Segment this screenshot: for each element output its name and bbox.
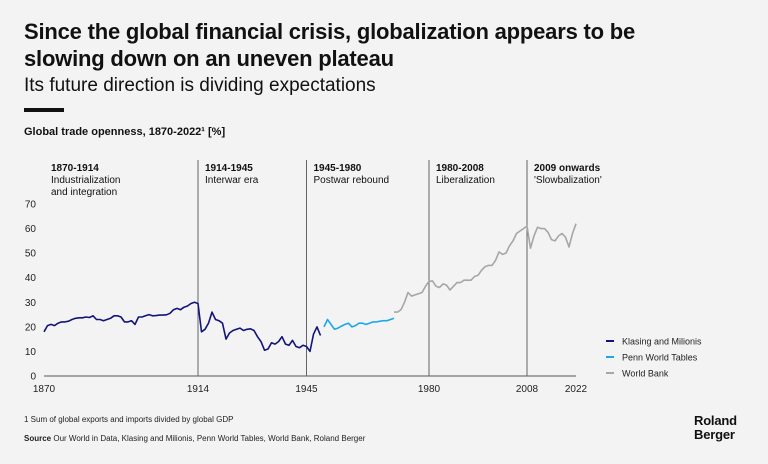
logo-line-1: Roland [694,413,737,428]
y-tick-label: 40 [25,273,37,284]
y-tick-label: 70 [25,200,37,211]
era-description-label: Liberalization [436,175,495,186]
legend-label: Klasing and Milionis [622,337,702,347]
era-description-label: Industrialization [51,175,120,186]
source-line: Source Our World in Data, Klasing and Mi… [24,434,365,443]
legend-label: Penn World Tables [622,353,698,363]
era-description-label: Interwar era [205,175,259,186]
series-line [394,223,577,313]
x-tick-label: 2008 [516,384,539,395]
x-tick-label: 2022 [565,384,588,395]
era-years-label: 1914-1945 [205,163,253,174]
roland-berger-logo: Roland Berger [694,414,737,442]
logo-line-2: Berger [694,427,735,442]
source-text: Our World in Data, Klasing and Milionis,… [53,434,366,443]
title-rule [24,108,64,112]
y-tick-label: 20 [25,322,37,333]
y-tick-label: 10 [25,347,37,358]
era-years-label: 1945-1980 [314,163,362,174]
y-tick-label: 0 [30,372,36,383]
page-title: Since the global financial crisis, globa… [24,19,636,71]
x-tick-label: 1870 [33,384,56,395]
x-tick-label: 1980 [418,384,441,395]
era-description-label: 'Slowbalization' [534,175,602,186]
series-line [323,317,395,331]
series-line [43,301,322,353]
era-years-label: 1980-2008 [436,163,484,174]
page-subtitle: Its future direction is dividing expecta… [24,75,376,96]
source-label: Source [24,434,52,443]
y-tick-label: 30 [25,298,37,309]
era-years-label: 2009 onwards [534,163,601,174]
footnote: 1 Sum of global exports and imports divi… [24,415,234,424]
era-description-label: Postwar rebound [314,175,390,186]
chart-label: Global trade openness, 1870-2022¹ [%] [24,126,226,138]
y-tick-label: 50 [25,249,37,260]
era-description-label: and integration [51,187,117,198]
era-years-label: 1870-1914 [51,163,99,174]
x-tick-label: 1914 [187,384,210,395]
legend-label: World Bank [622,369,669,379]
y-tick-label: 60 [25,224,37,235]
x-tick-label: 1945 [295,384,318,395]
